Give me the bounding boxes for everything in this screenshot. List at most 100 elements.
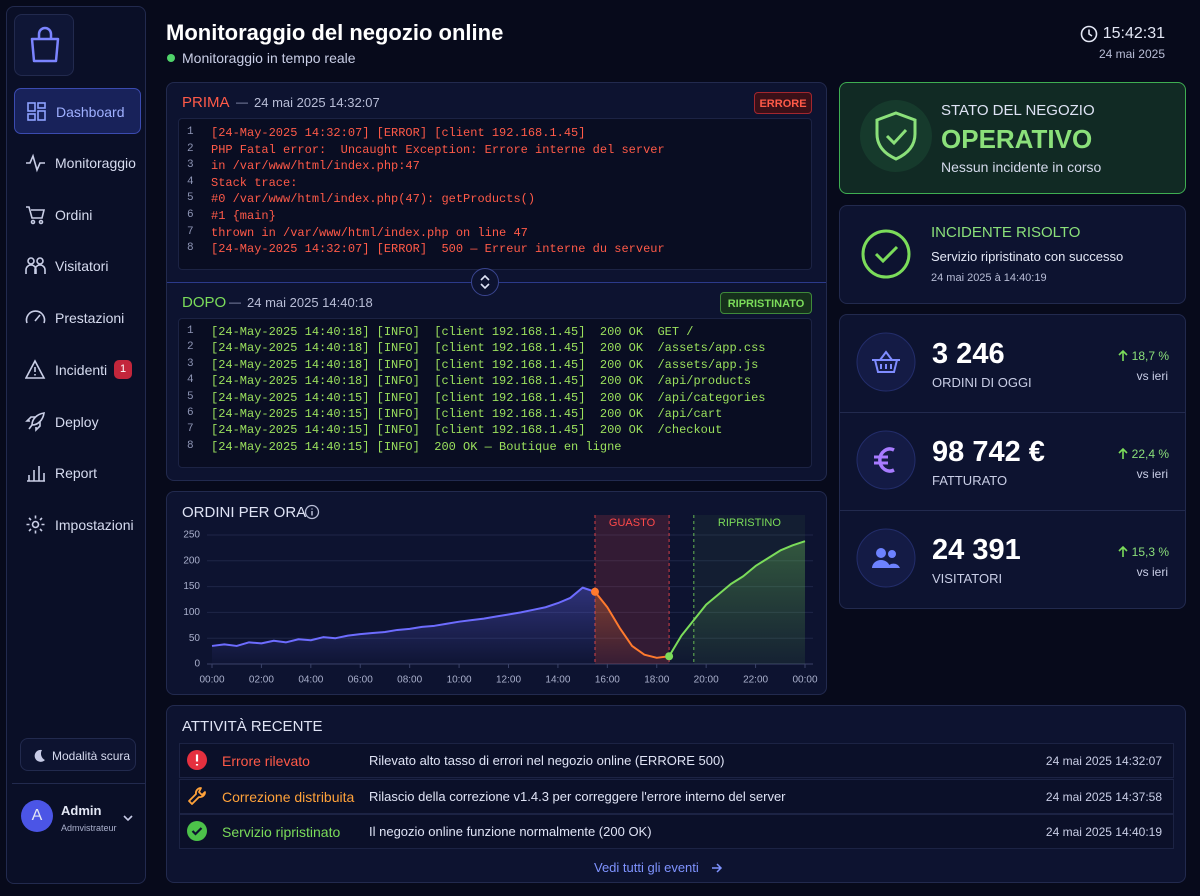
activity-row[interactable] xyxy=(179,743,1174,778)
nav-icon xyxy=(25,152,47,179)
clock-time: 15:42:31 xyxy=(1102,25,1165,42)
nav-item[interactable]: Ordini xyxy=(14,192,141,238)
log-separator: — xyxy=(229,295,241,309)
line-number: 5 xyxy=(187,192,194,205)
nav-icon-svg xyxy=(26,205,46,224)
nav-item[interactable]: Deploy xyxy=(14,399,141,445)
activity-title: Errore rilevato xyxy=(222,753,310,769)
kpi-label: VISITATORI xyxy=(932,571,1003,586)
nav-icon xyxy=(25,307,47,334)
nav-icon-svg xyxy=(25,411,45,432)
log-line: [24-May-2025 14:40:18] [INFO] [client 19… xyxy=(211,357,759,372)
kpi-icon xyxy=(856,528,916,593)
avatar[interactable]: A xyxy=(21,800,53,832)
nav-icon-svg xyxy=(27,466,45,483)
x-tick-label: 04:00 xyxy=(298,675,323,686)
nav-item[interactable]: Incidenti 1 xyxy=(14,347,141,393)
kpi-compare: vs ieri xyxy=(1136,565,1168,579)
log-line: #1 {main} xyxy=(211,209,276,223)
nav-label: Incidenti xyxy=(55,361,108,378)
annotation-label: RIPRISTINO xyxy=(718,517,781,529)
nav-icon xyxy=(26,101,48,128)
up-arrow-svg xyxy=(1118,349,1128,361)
activity-text: Il negozio online funzione normalmente (… xyxy=(369,824,652,839)
line-number: 1 xyxy=(187,126,194,138)
line-number: 7 xyxy=(187,225,194,238)
nav-item[interactable]: Dashboard xyxy=(14,88,141,134)
user-name: Admin xyxy=(61,803,102,818)
x-tick-label: 18:00 xyxy=(644,675,669,686)
kpi-label: FATTURATO xyxy=(932,473,1008,488)
live-dot xyxy=(167,54,175,62)
kpi-compare: vs ieri xyxy=(1136,467,1168,481)
nav-badge: 1 xyxy=(114,359,132,379)
compare-toggle[interactable] xyxy=(471,268,499,296)
y-tick-label: 200 xyxy=(183,555,200,566)
x-tick-label: 10:00 xyxy=(447,675,472,686)
kpi-icon-svg xyxy=(856,332,916,392)
activity-icon-svg xyxy=(187,750,207,770)
nav-item[interactable]: Prestazioni xyxy=(14,295,141,341)
log-timestamp: 24 mai 2025 14:32:07 xyxy=(254,95,380,110)
kpi-value: 3 246 xyxy=(932,338,1005,370)
info-icon[interactable] xyxy=(304,504,320,520)
kpi-change: 15,3 % xyxy=(1131,545,1169,559)
see-all-link[interactable]: Vedi tutti gli eventi xyxy=(594,860,699,875)
nav-item[interactable]: Monitoraggio xyxy=(14,140,141,186)
dark-mode-button[interactable]: Modalità scura xyxy=(20,738,136,771)
nav-item[interactable]: Visitatori xyxy=(14,243,141,289)
x-tick-label: 02:00 xyxy=(249,675,274,686)
line-number: 3 xyxy=(187,357,194,370)
nav-icon-svg xyxy=(26,515,45,534)
kpi-divider xyxy=(840,412,1185,413)
activity-row[interactable] xyxy=(179,778,1174,814)
y-tick-label: 250 xyxy=(183,530,200,541)
area xyxy=(594,591,670,664)
nav-item[interactable]: Report xyxy=(14,450,141,496)
line-number: 6 xyxy=(187,407,194,419)
line-number: 4 xyxy=(187,374,194,387)
line-number: 1 xyxy=(187,325,194,337)
log-line: [24-May-2025 14:40:18] [INFO] [client 19… xyxy=(211,374,752,389)
log-line: Stack trace: xyxy=(211,175,298,190)
log-line: thrown in /var/www/html/index.php on lin… xyxy=(211,225,528,240)
activity-time: 24 mai 2025 14:32:07 xyxy=(1045,754,1162,768)
page-title: Monitoraggio del negozio online xyxy=(166,20,504,45)
nav-icon-svg xyxy=(26,153,45,173)
x-tick-label: 06:00 xyxy=(348,675,373,686)
check-icon xyxy=(861,229,911,279)
activity-text: Rilascio della correzione v1.4.3 per cor… xyxy=(369,788,786,804)
nav-label: Ordini xyxy=(55,206,93,223)
chart-title: ORDINI PER ORA xyxy=(182,504,307,521)
clock-icon xyxy=(1080,25,1098,43)
x-tick-label: 08:00 xyxy=(397,675,422,686)
y-tick-label: 100 xyxy=(183,607,200,618)
activity-title: ATTIVITÀ RECENTE xyxy=(182,718,323,735)
page-subtitle: Monitoraggio in tempo reale xyxy=(182,50,356,66)
log-separator: — xyxy=(236,95,248,109)
log-line: [24-May-2025 14:40:15] [INFO] 200 OK — B… xyxy=(211,439,622,454)
nav-label: Report xyxy=(55,465,98,482)
log-badge: RIPRISTINATO xyxy=(720,292,812,314)
kpi-label: ORDINI DI OGGI xyxy=(932,375,1032,390)
x-tick-label: 16:00 xyxy=(595,675,620,686)
kpi-icon-svg xyxy=(856,430,916,490)
x-tick-label: 00:00 xyxy=(792,675,817,686)
chart: 0 50 100 150 200 250 00:00 02:00 04:00 06:00 08:00… xyxy=(183,515,818,686)
toggle-icon xyxy=(480,274,490,290)
x-tick-label: 00:00 xyxy=(199,675,224,686)
nav-item[interactable]: Impostazioni xyxy=(14,502,141,548)
kpi-icon-svg xyxy=(856,528,916,588)
line xyxy=(594,591,670,659)
activity-row[interactable] xyxy=(179,814,1174,849)
chevron[interactable] xyxy=(122,812,134,824)
up-arrow xyxy=(1118,447,1128,465)
dark-mode-label: Modalità scura xyxy=(52,749,131,763)
line-number: 8 xyxy=(187,439,194,452)
status-note: Nessun incidente in corso xyxy=(941,159,1102,175)
log-label: DOPO xyxy=(182,294,227,311)
line-number: 8 xyxy=(187,242,194,255)
nav-label: Visitatori xyxy=(55,258,109,275)
log-label: PRIMA xyxy=(182,94,230,111)
